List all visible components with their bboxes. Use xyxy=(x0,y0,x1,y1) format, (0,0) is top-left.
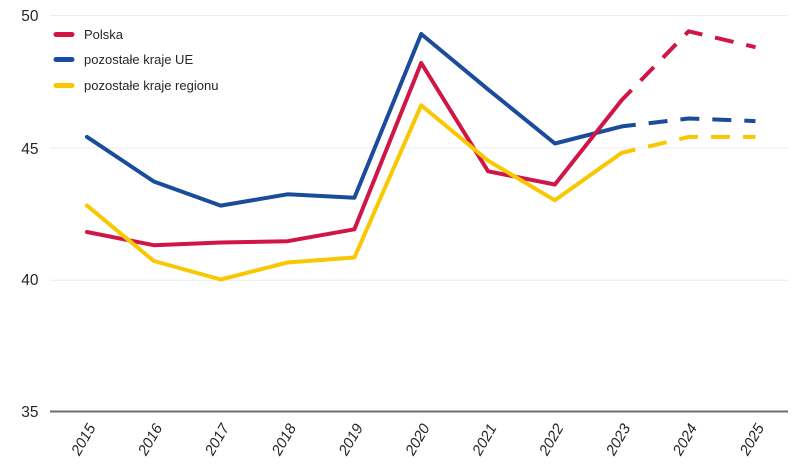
svg-text:45: 45 xyxy=(21,141,38,158)
svg-text:2017: 2017 xyxy=(201,420,233,459)
svg-text:2021: 2021 xyxy=(469,421,501,459)
svg-text:2015: 2015 xyxy=(68,420,100,459)
svg-text:pozostałe kraje regionu: pozostałe kraje regionu xyxy=(84,78,218,93)
svg-text:50: 50 xyxy=(21,8,39,25)
svg-text:40: 40 xyxy=(21,272,39,289)
svg-text:Polska: Polska xyxy=(84,27,124,42)
svg-text:2020: 2020 xyxy=(402,420,434,459)
svg-text:2024: 2024 xyxy=(669,421,701,459)
svg-text:2023: 2023 xyxy=(602,420,634,459)
svg-text:2018: 2018 xyxy=(268,420,300,459)
svg-text:pozostałe kraje UE: pozostałe kraje UE xyxy=(84,52,193,67)
svg-text:2025: 2025 xyxy=(736,420,768,459)
svg-text:2019: 2019 xyxy=(335,420,367,459)
svg-text:35: 35 xyxy=(21,404,38,421)
svg-text:2016: 2016 xyxy=(134,420,166,459)
svg-text:2022: 2022 xyxy=(535,420,567,459)
